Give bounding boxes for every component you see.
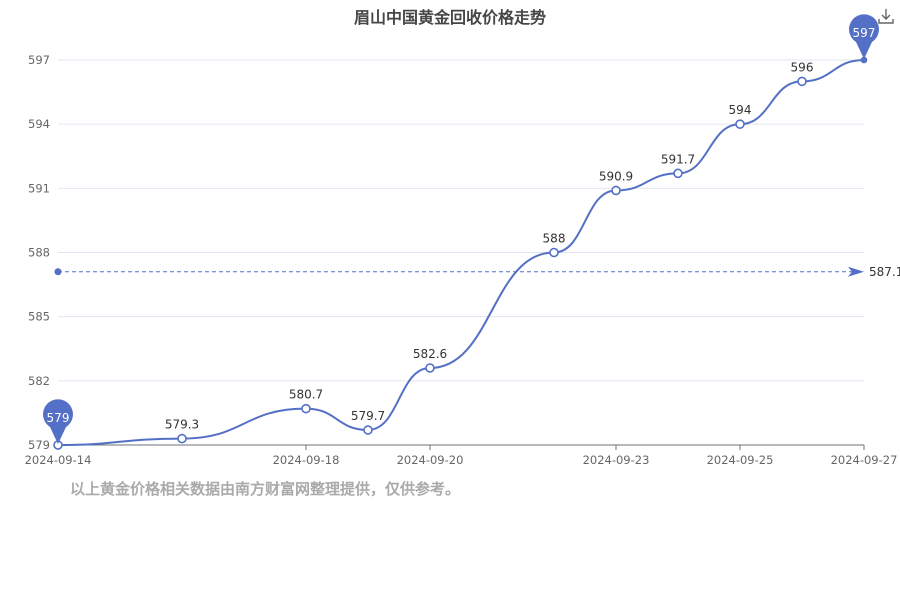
x-tick-label: 2024-09-18 — [273, 453, 340, 467]
min-pin: 579 — [43, 399, 73, 444]
min-pin-shape — [43, 399, 73, 444]
data-label: 580.7 — [289, 388, 323, 402]
data-label: 579.3 — [165, 418, 199, 432]
data-point — [301, 403, 311, 414]
y-tick-label: 594 — [28, 117, 50, 131]
data-labels: 579.3 580.7 579.7 582.6 588 590.9 591.7 594 596 — [165, 60, 814, 431]
average-start-dot — [54, 268, 62, 276]
x-tick-label: 2024-09-23 — [583, 453, 650, 467]
data-point — [549, 247, 559, 258]
data-points — [53, 56, 868, 450]
max-pin: 597 — [849, 14, 879, 60]
data-label: 591.7 — [661, 152, 695, 166]
data-point — [797, 76, 807, 87]
data-point — [177, 433, 187, 444]
max-pin-text: 597 — [853, 26, 876, 40]
y-tick-label: 585 — [28, 310, 50, 324]
grid-lines — [58, 59, 864, 382]
axes: 579 582 585 588 591 594 597 2024-09-14 2024-09-1… — [25, 53, 898, 467]
x-tick-label: 2024-09-20 — [397, 453, 464, 467]
average-arrow — [848, 266, 864, 277]
min-pin-text: 579 — [47, 411, 70, 425]
download-icon[interactable] — [876, 6, 896, 26]
x-tick-label: 2024-09-25 — [707, 453, 774, 467]
data-point — [673, 168, 683, 179]
y-tick-label: 582 — [28, 374, 50, 388]
footnote: 以上黄金价格相关数据由南方财富网整理提供，仅供参考。 — [70, 480, 461, 498]
data-point — [611, 185, 621, 196]
max-pin-shape — [849, 14, 879, 60]
y-tick-label: 591 — [28, 181, 50, 195]
data-point — [425, 363, 435, 373]
data-label: 579.7 — [351, 409, 385, 423]
series-line — [57, 59, 865, 446]
y-tick-label: 588 — [28, 246, 50, 260]
x-tick-label: 2024-09-14 — [25, 453, 92, 467]
average-label: 587.1 — [869, 265, 900, 279]
data-point — [735, 119, 745, 129]
data-label: 590.9 — [599, 169, 633, 183]
chart-title: 眉山中国黄金回收价格走势 — [353, 8, 546, 27]
data-label: 582.6 — [413, 347, 447, 361]
data-label: 594 — [729, 103, 752, 117]
data-label: 588 — [543, 232, 566, 246]
line-chart: 579 582 585 588 591 594 597 2024-09-14 2024-09-1… — [25, 14, 900, 467]
markers: 579 597 — [43, 14, 879, 444]
series-path — [57, 59, 865, 446]
data-point — [363, 425, 373, 435]
data-label: 596 — [791, 60, 814, 74]
average-line: 587.1 — [54, 265, 900, 279]
y-tick-label: 579 — [28, 438, 50, 452]
y-tick-label: 597 — [28, 53, 50, 67]
x-tick-label: 2024-09-27 — [831, 453, 898, 467]
